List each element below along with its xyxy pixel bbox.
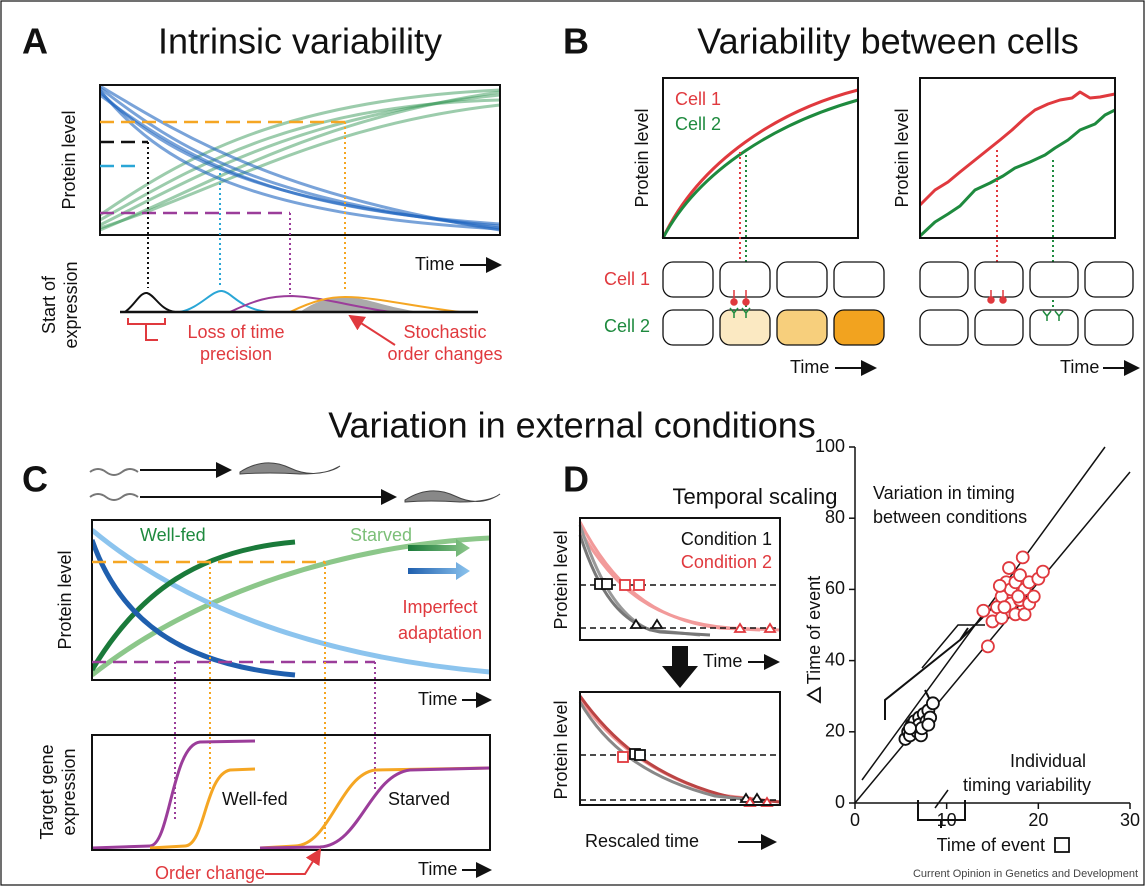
y-label: expression [59,748,79,835]
point [1036,564,1050,579]
point [903,721,917,736]
point [1026,589,1041,604]
panel-a: A Intrinsic variability Protein level Ti… [22,21,503,364]
x-label: Rescaled time [585,831,699,851]
series-label: Starved [388,789,450,809]
series-label: Starved [350,525,412,545]
x-label: Time [418,859,457,879]
panel-letter: A [22,21,48,62]
legend-entry: Condition 2 [681,552,772,572]
y-tick-label: 0 [835,792,845,812]
section-title: Variation in external conditions [328,405,816,446]
annotation: adaptation [398,623,482,643]
x-label: Time of event [937,835,1045,855]
point [1011,589,1026,604]
y-tick-label: 100 [815,436,845,456]
row-label: Cell 2 [604,316,650,336]
point [1015,550,1030,565]
panel-title: Variability between cells [697,21,1079,62]
annotation: Individual [1010,751,1086,771]
point [981,639,995,654]
panel-d: D Temporal scaling Condition 1 Condition… [551,436,1140,855]
y-label: expression [61,261,81,348]
x-label: Time [790,357,829,377]
legend-entry: Condition 1 [681,529,772,549]
y-label: Protein level [892,108,912,207]
annotation: order changes [387,344,502,364]
y-label: Start of [39,275,59,334]
y-label: Time of event [804,576,824,684]
threshold-lines [100,120,345,215]
cells [662,261,1134,346]
panel-letter: B [563,21,589,62]
row-label: Cell 1 [604,269,650,289]
y-tick-label: 40 [825,649,845,669]
y-label: Protein level [55,550,75,649]
panel-title: Intrinsic variability [158,21,442,62]
x-tick-label: 30 [1120,810,1140,830]
point [1013,568,1027,583]
annotation: Imperfect [402,597,477,617]
y-label: Protein level [59,110,79,209]
y-tick-label: 80 [825,507,845,527]
y-tick-label: 20 [825,721,845,741]
x-label: Time [415,254,454,274]
x-tick-label: 20 [1028,810,1048,830]
series-label: Well-fed [222,789,288,809]
panel-letter: D [563,459,589,500]
panel-b: B Variability between cells Cell 1 Cell … [563,21,1140,377]
point [921,717,936,732]
curves [100,85,500,232]
point [997,600,1012,615]
point [976,603,991,618]
annotation: Loss of time [187,322,284,342]
x-tick-label: 10 [937,810,957,830]
point [926,696,940,711]
x-label: Time [418,689,457,709]
y-label: Protein level [551,700,571,799]
annotation: Stochastic [403,322,486,342]
y-label: Protein level [551,530,571,629]
y-label: Target gene [37,744,57,839]
annotation: Order change [155,863,265,883]
scatter-plot: Variation in timing between conditions I… [804,436,1140,855]
annotation: timing variability [963,775,1091,795]
panel-title: Temporal scaling [672,484,837,509]
point [1002,561,1016,575]
y-label: Protein level [632,108,652,207]
annotation: between conditions [873,507,1027,527]
x-label: Time [703,651,742,671]
x-tick-label: 0 [850,810,860,830]
panel-letter: C [22,459,48,500]
point [992,578,1007,593]
panel-c: C Well-fed Starved Imperfect adaptation … [22,459,501,883]
x-label: Time [1060,357,1099,377]
footer: Current Opinion in Genetics and Developm… [913,868,1138,880]
legend-entry: Cell 1 [675,89,721,109]
annotation: precision [200,344,272,364]
series-label: Well-fed [140,525,206,545]
legend-entry: Cell 2 [675,114,721,134]
annotation: Variation in timing [873,483,1015,503]
y-tick-label: 60 [825,578,845,598]
